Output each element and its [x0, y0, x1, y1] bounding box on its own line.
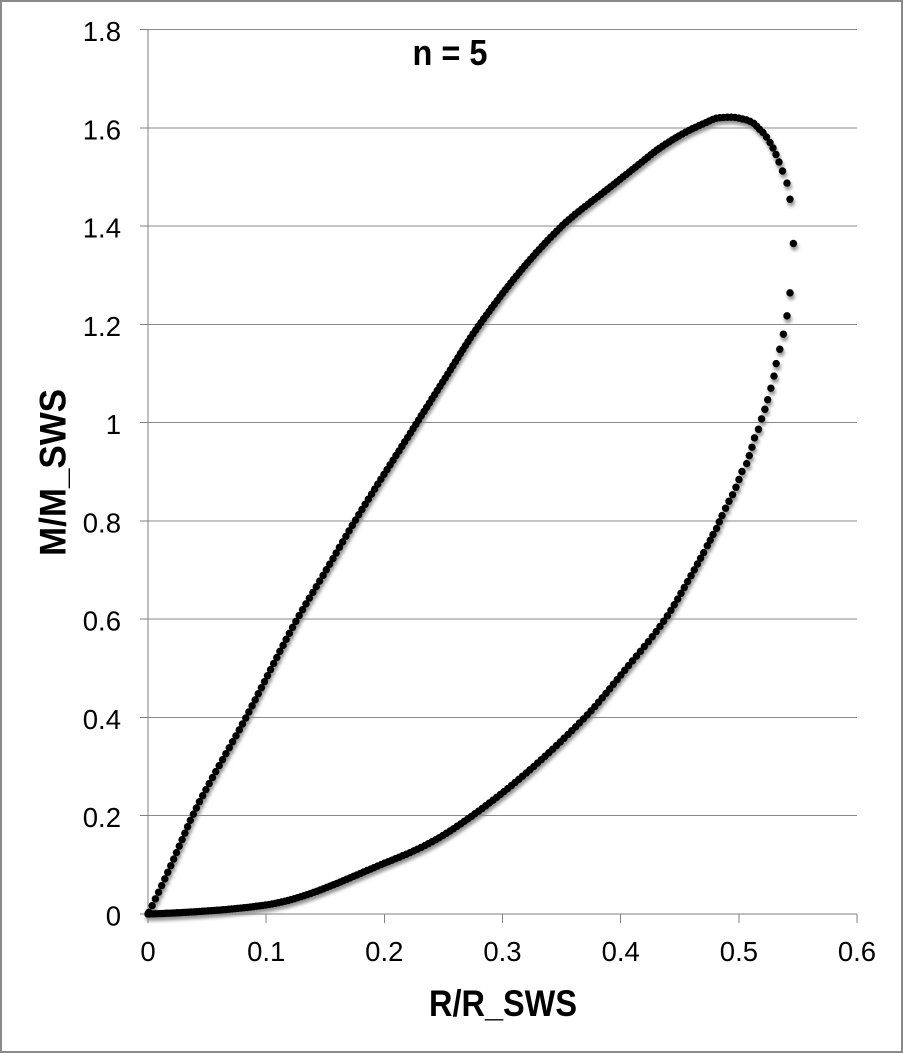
svg-text:0.6: 0.6 — [838, 936, 876, 967]
svg-text:0.1: 0.1 — [247, 936, 285, 967]
svg-text:0: 0 — [140, 936, 155, 967]
svg-text:1.6: 1.6 — [83, 114, 121, 145]
svg-text:0.5: 0.5 — [720, 936, 758, 967]
svg-text:1.4: 1.4 — [83, 213, 121, 244]
svg-text:0.2: 0.2 — [365, 936, 403, 967]
svg-text:0.4: 0.4 — [602, 936, 640, 967]
svg-text:0.4: 0.4 — [83, 704, 121, 735]
svg-text:0.3: 0.3 — [483, 936, 521, 967]
svg-text:1: 1 — [106, 409, 121, 440]
svg-text:M/M_SWS: M/M_SWS — [33, 389, 74, 556]
svg-text:0.2: 0.2 — [83, 802, 121, 833]
svg-text:R/R_SWS: R/R_SWS — [429, 983, 577, 1024]
svg-text:0.6: 0.6 — [83, 606, 121, 637]
svg-text:0.8: 0.8 — [83, 507, 121, 538]
svg-text:1.8: 1.8 — [83, 16, 121, 47]
svg-text:0: 0 — [106, 901, 121, 932]
svg-text:n = 5: n = 5 — [413, 32, 488, 73]
svg-text:1.2: 1.2 — [83, 311, 121, 342]
